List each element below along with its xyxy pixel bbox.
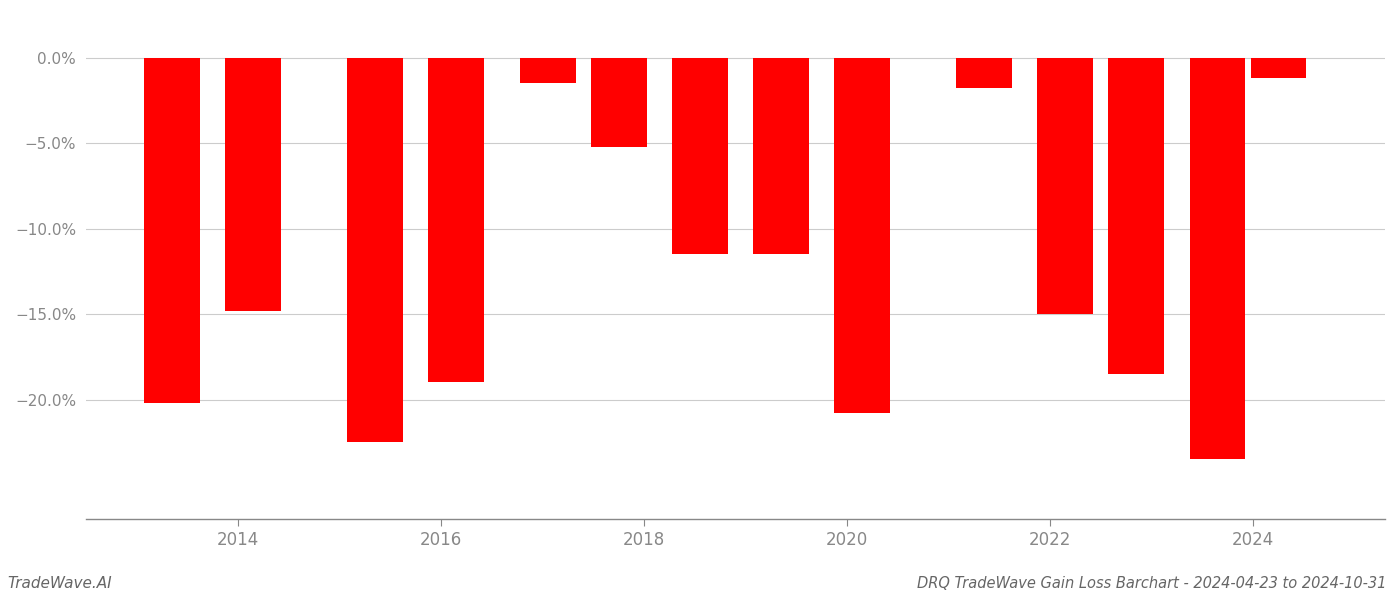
Bar <box>519 58 575 83</box>
Bar <box>347 58 403 442</box>
Bar <box>753 58 809 254</box>
Bar <box>1037 58 1093 314</box>
Bar <box>1109 58 1165 374</box>
Bar <box>591 58 647 146</box>
Bar <box>1250 58 1306 78</box>
Bar <box>956 58 1012 88</box>
Bar <box>225 58 281 311</box>
Bar <box>428 58 484 382</box>
Text: DRQ TradeWave Gain Loss Barchart - 2024-04-23 to 2024-10-31: DRQ TradeWave Gain Loss Barchart - 2024-… <box>917 576 1386 591</box>
Bar <box>834 58 890 413</box>
Bar <box>672 58 728 254</box>
Bar <box>144 58 200 403</box>
Text: TradeWave.AI: TradeWave.AI <box>7 576 112 591</box>
Bar <box>1190 58 1246 460</box>
